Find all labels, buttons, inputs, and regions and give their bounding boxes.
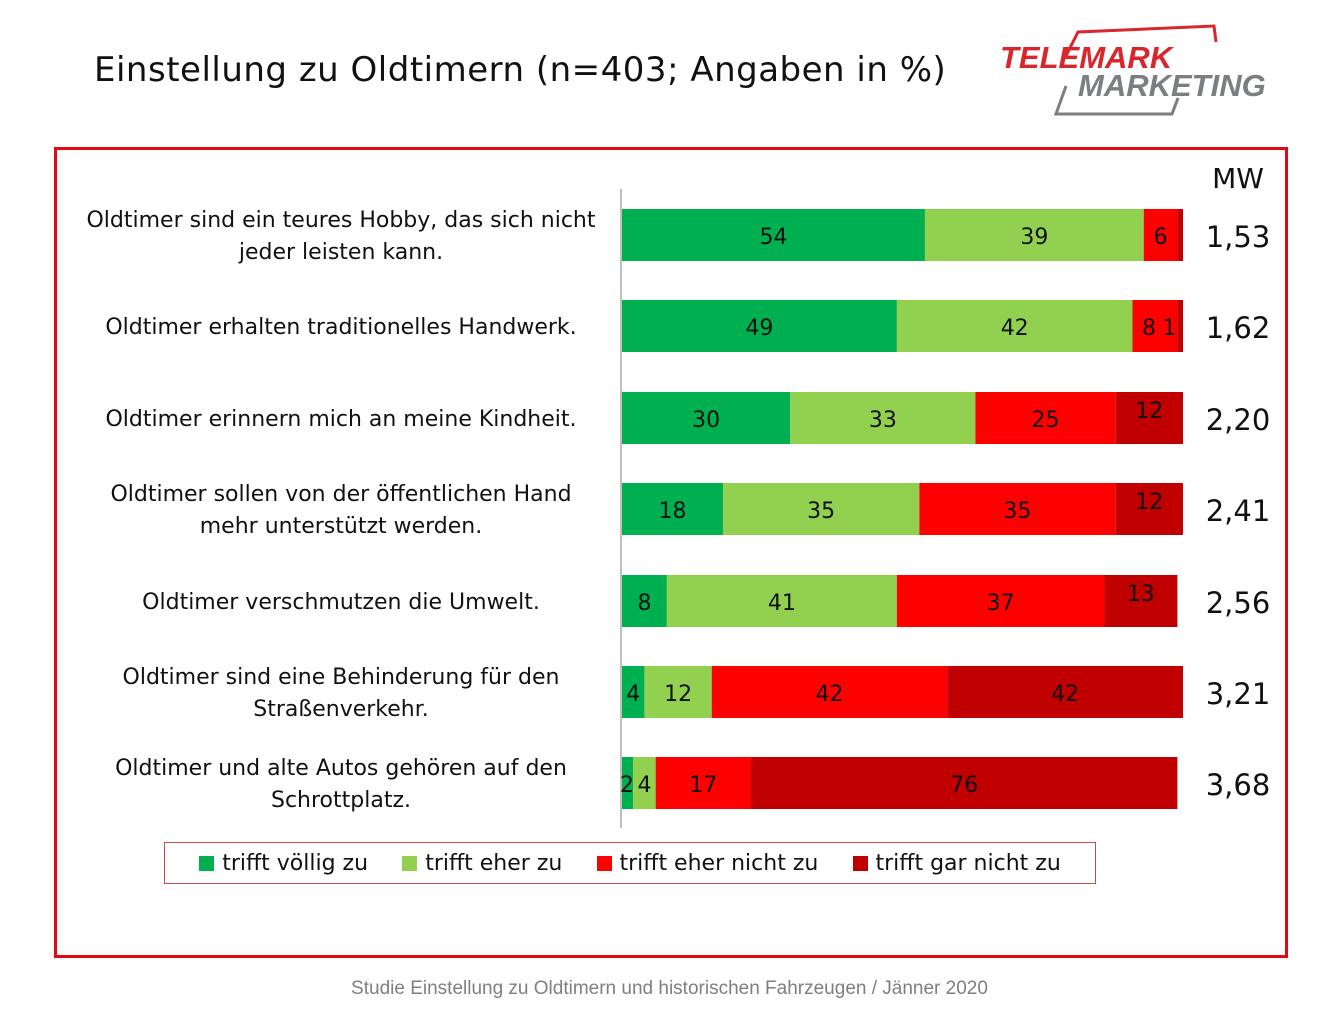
data-label: 42	[816, 682, 844, 707]
category-label: mehr unterstützt werden.	[200, 514, 483, 539]
bar-segment	[622, 757, 634, 809]
logo-swoosh-red	[1063, 24, 1218, 59]
data-label: 4	[626, 682, 640, 707]
data-label: 13	[1127, 582, 1155, 607]
bar-segment	[924, 209, 1144, 261]
mean-value: 2,56	[1206, 586, 1271, 620]
bar-segment	[1177, 209, 1183, 261]
bar-segment	[655, 757, 752, 809]
category-label: Oldtimer sind ein teures Hobby, das sich…	[86, 208, 595, 233]
data-label: 54	[759, 225, 787, 250]
bar-segment	[1115, 483, 1183, 535]
bar-segment	[622, 575, 667, 627]
bar-segment	[1132, 300, 1178, 352]
mean-value: 3,21	[1206, 677, 1271, 711]
bar-segment	[633, 757, 656, 809]
data-label: 76	[950, 773, 978, 798]
data-label: 35	[1004, 499, 1032, 524]
logo-text-telemark: TELEMARK	[1000, 40, 1175, 75]
legend-label: trifft gar nicht zu	[875, 850, 1061, 876]
bar-segment	[751, 757, 1178, 809]
bar-segment	[622, 666, 645, 718]
bar-segment	[919, 483, 1116, 535]
data-label: 8	[1142, 316, 1156, 341]
mean-value: 3,68	[1206, 768, 1271, 802]
category-label: Oldtimer und alte Autos gehören auf den	[115, 756, 567, 781]
category-label: Oldtimer erhalten traditionelles Handwer…	[105, 315, 576, 340]
telemark-marketing-logo: TELEMARK MARKETING	[1000, 24, 1266, 116]
data-label: 42	[1051, 682, 1079, 707]
bar-segment	[1104, 575, 1178, 627]
bar-segment	[622, 392, 791, 444]
bar-segment	[947, 666, 1183, 718]
data-label: 35	[807, 499, 835, 524]
chart-legend: trifft völlig zu trifft eher zu trifft ehe…	[164, 842, 1096, 884]
data-label: 25	[1032, 408, 1060, 433]
data-label: 41	[768, 591, 796, 616]
bar-segment	[1143, 209, 1178, 261]
data-label: 33	[869, 408, 897, 433]
data-label: 30	[692, 408, 720, 433]
data-label: 12	[1135, 399, 1163, 424]
mean-value: 1,53	[1206, 220, 1271, 254]
bar-segment	[790, 392, 976, 444]
bar-segment	[666, 575, 897, 627]
data-label: 1	[1162, 316, 1176, 341]
category-label: Oldtimer sind eine Behinderung für den	[123, 665, 560, 690]
data-label: 12	[664, 682, 692, 707]
legend-label: trifft eher nicht zu	[619, 850, 819, 876]
data-label: 18	[658, 499, 686, 524]
data-label: 37	[987, 591, 1015, 616]
bar-segment	[1177, 300, 1183, 352]
category-label: Oldtimer sollen von der öffentlichen Han…	[110, 482, 571, 507]
category-label: Oldtimer erinnern mich an meine Kindheit…	[105, 407, 576, 432]
data-label: 49	[745, 316, 773, 341]
bar-segment	[896, 300, 1133, 352]
chart-frame	[54, 147, 1288, 958]
legend-item: trifft eher zu	[402, 851, 562, 876]
data-label: 6	[1154, 225, 1168, 250]
category-label: Oldtimer verschmutzen die Umwelt.	[142, 590, 540, 615]
page-title: Einstellung zu Oldtimern (n=403; Angaben…	[94, 50, 947, 90]
legend-swatch	[402, 855, 418, 871]
legend-swatch	[199, 855, 215, 871]
mean-value: 1,62	[1206, 311, 1271, 345]
legend-swatch	[596, 855, 612, 871]
legend-label: trifft eher zu	[425, 850, 563, 876]
footer-source: Studie Einstellung zu Oldtimern und hist…	[351, 978, 988, 999]
bar-segment	[1115, 392, 1183, 444]
data-label: 39	[1020, 225, 1048, 250]
bar-segment	[975, 392, 1116, 444]
data-label: 12	[1135, 490, 1163, 515]
legend-item: trifft eher nicht zu	[596, 850, 819, 876]
legend-item: trifft völlig zu	[199, 851, 368, 876]
category-label: jeder leisten kann.	[238, 240, 443, 265]
category-label: Straßenverkehr.	[253, 697, 429, 722]
mean-value: 2,41	[1206, 494, 1271, 528]
data-label: 2	[620, 773, 634, 798]
legend-item: trifft gar nicht zu	[852, 850, 1061, 876]
category-label: Schrottplatz.	[271, 788, 411, 813]
data-label: 4	[637, 773, 651, 798]
mean-value: 2,20	[1206, 403, 1271, 437]
bar-segment	[896, 575, 1105, 627]
bar-segment	[644, 666, 712, 718]
data-label: 8	[637, 591, 651, 616]
bar-segment	[622, 209, 925, 261]
bar-segment	[622, 483, 723, 535]
bar-segment	[711, 666, 948, 718]
data-label: 17	[689, 773, 717, 798]
logo-swoosh-gray	[1053, 85, 1180, 116]
bar-segment	[722, 483, 920, 535]
data-label: 42	[1001, 316, 1029, 341]
legend-label: trifft völlig zu	[222, 850, 369, 876]
mean-header: MW	[1212, 162, 1264, 195]
bar-segment	[622, 300, 897, 352]
legend-swatch	[852, 855, 868, 871]
logo-text-marketing: MARKETING	[1078, 68, 1266, 103]
